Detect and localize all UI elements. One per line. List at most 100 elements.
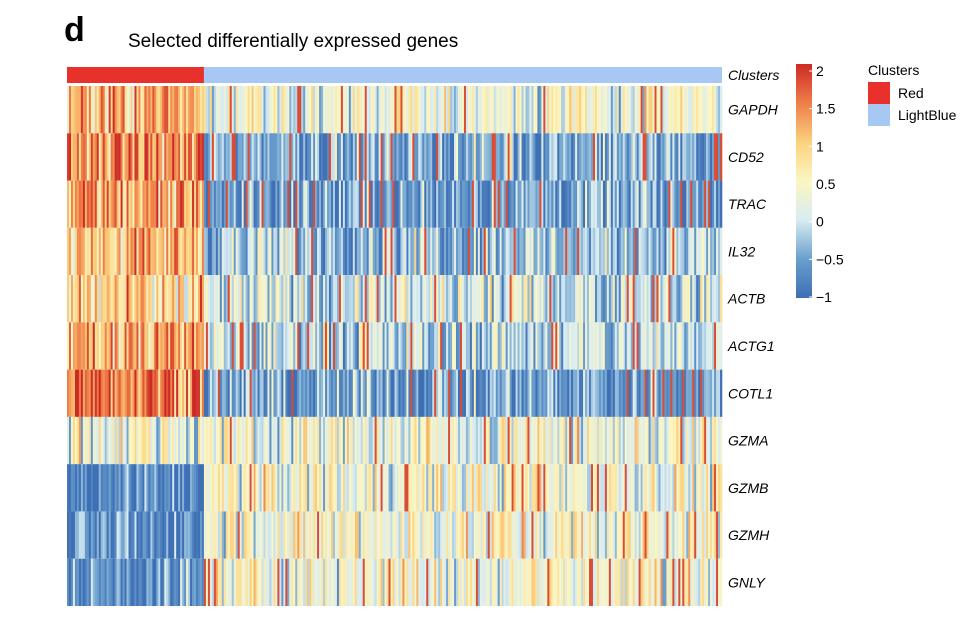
heatmap-cell — [354, 86, 358, 134]
heatmap-cell — [275, 322, 278, 370]
heatmap-cell — [608, 86, 612, 134]
heatmap-cell — [515, 369, 518, 417]
heatmap-cell — [592, 322, 596, 370]
heatmap-cell — [463, 133, 467, 181]
heatmap-cell — [509, 558, 512, 606]
heatmap-cell — [90, 86, 94, 134]
heatmap-cell — [608, 322, 612, 370]
heatmap-cell — [471, 558, 475, 606]
heatmap-cell — [368, 558, 371, 606]
heatmap-cell — [352, 180, 356, 228]
heatmap-cell — [529, 86, 532, 134]
heatmap-cell — [612, 464, 616, 512]
heatmap-cell — [315, 369, 318, 417]
heatmap-cell — [591, 511, 594, 559]
heatmap-cell — [610, 275, 614, 323]
heatmap-cell — [221, 416, 225, 465]
heatmap-cell — [469, 416, 473, 465]
heatmap-cell — [271, 275, 274, 323]
heatmap-cell — [442, 558, 445, 606]
heatmap-cell — [702, 416, 705, 465]
heatmap-cell — [362, 464, 366, 512]
heatmap-cell — [307, 133, 310, 181]
heatmap-cell — [207, 558, 211, 606]
heatmap-cell — [184, 322, 187, 370]
heatmap-cell — [458, 511, 461, 559]
heatmap-cell — [152, 227, 155, 276]
heatmap-cell — [100, 416, 104, 465]
heatmap-cell — [680, 558, 683, 606]
heatmap-cell — [602, 511, 606, 559]
heatmap-cell — [281, 133, 284, 181]
heatmap-cell — [182, 227, 185, 276]
heatmap-cell — [376, 227, 379, 276]
heatmap-cell — [668, 86, 671, 134]
heatmap-cell — [565, 416, 568, 465]
heatmap-cell — [549, 275, 552, 323]
heatmap-cell — [194, 227, 197, 276]
heatmap-cell — [229, 511, 233, 559]
heatmap-cell — [412, 464, 415, 512]
heatmap-cell — [531, 180, 534, 228]
heatmap-cell — [225, 86, 229, 134]
colorbar-tick-label: 0 — [816, 214, 824, 230]
heatmap-cell — [370, 416, 373, 465]
heatmap-cell — [241, 180, 244, 228]
heatmap-cell — [569, 227, 572, 276]
heatmap-cell — [378, 416, 381, 465]
heatmap-cell — [188, 275, 191, 323]
heatmap-cell — [241, 464, 244, 512]
heatmap-cell — [497, 133, 500, 181]
heatmap-cell — [168, 558, 171, 606]
heatmap-cell — [553, 133, 556, 181]
heatmap-cell — [182, 369, 185, 417]
heatmap-cell — [668, 227, 671, 276]
heatmap-cell — [432, 180, 435, 228]
heatmap-cell — [678, 227, 681, 276]
heatmap-cell — [638, 180, 641, 228]
heatmap-cell — [243, 180, 246, 228]
heatmap-cell — [652, 558, 655, 606]
heatmap-cell — [666, 369, 669, 417]
heatmap-cell — [573, 275, 576, 323]
heatmap-cell — [354, 322, 358, 370]
heatmap-cell — [285, 227, 288, 276]
heatmap-cell — [188, 227, 191, 276]
heatmap-cell — [531, 416, 534, 465]
heatmap-cell — [553, 275, 556, 323]
heatmap-cell — [235, 416, 238, 465]
heatmap-cell — [196, 86, 199, 134]
heatmap-cell — [670, 133, 673, 181]
heatmap-cell — [348, 86, 352, 134]
heatmap-cell — [527, 180, 530, 228]
heatmap-cell — [567, 86, 570, 134]
heatmap-cell — [436, 369, 439, 417]
heatmap-cell — [400, 511, 403, 559]
heatmap-cell — [128, 464, 131, 512]
heatmap-cell — [319, 180, 322, 228]
heatmap-cell — [156, 369, 159, 417]
heatmap-cell — [440, 180, 443, 228]
heatmap-cell — [670, 416, 673, 465]
heatmap-cell — [475, 133, 479, 181]
heatmap-cell — [565, 86, 568, 134]
heatmap-cell — [388, 558, 391, 606]
heatmap-cell — [92, 369, 96, 417]
heatmap-cell — [491, 86, 495, 134]
heatmap-cell — [483, 416, 487, 465]
heatmap-cell — [289, 275, 292, 323]
heatmap-cell — [392, 464, 395, 512]
heatmap-cell — [402, 511, 405, 559]
heatmap-cell — [237, 369, 240, 417]
heatmap-cell — [124, 322, 127, 370]
heatmap-cell — [233, 558, 237, 606]
heatmap-cell — [72, 558, 76, 606]
heatmap-cell — [211, 275, 215, 323]
heatmap-cell — [648, 133, 651, 181]
heatmap-cell — [410, 227, 413, 276]
heatmap-cell — [483, 275, 487, 323]
heatmap-cell — [608, 369, 612, 417]
heatmap-cell — [329, 227, 332, 276]
heatmap-cell — [303, 416, 306, 465]
heatmap-cell — [640, 86, 643, 134]
